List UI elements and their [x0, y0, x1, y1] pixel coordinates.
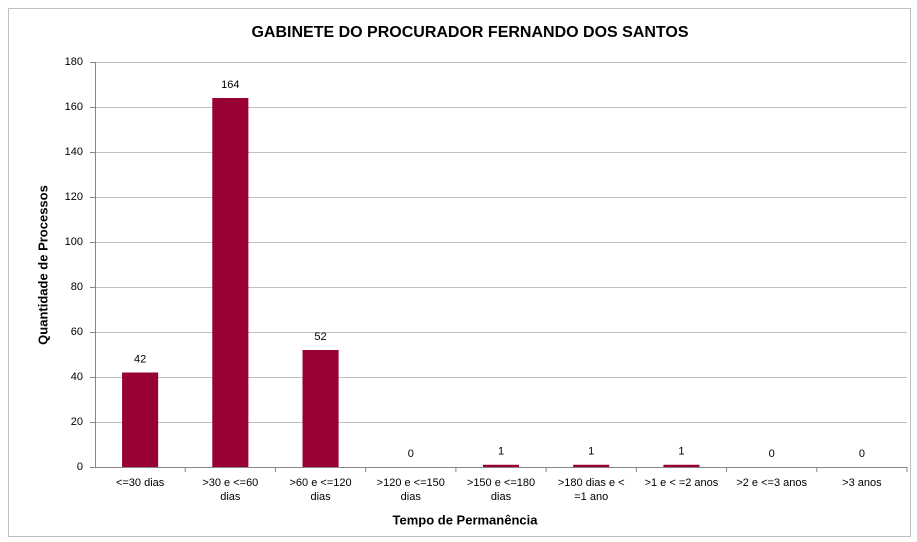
value-label: 164 [221, 79, 239, 91]
x-axis-label: Tempo de Permanência [393, 512, 539, 527]
y-tick-label: 120 [65, 191, 83, 203]
value-label: 52 [314, 331, 326, 343]
bar [482, 464, 520, 467]
bar [573, 464, 610, 467]
y-tick-label: 0 [77, 461, 83, 473]
y-tick-label: 40 [71, 371, 83, 383]
x-tick-label: >60 e <=120 dias [290, 477, 352, 503]
value-label: 0 [859, 448, 865, 460]
x-tick-label: <=30 dias [116, 477, 165, 489]
value-label: 0 [769, 448, 775, 460]
value-label: 1 [498, 446, 504, 458]
bar [122, 372, 159, 467]
y-tick-label: 160 [65, 101, 83, 113]
y-tick-label: 180 [65, 56, 83, 68]
x-tick-label: >120 e <=150 dias [377, 477, 445, 503]
bar [302, 350, 339, 467]
x-tick-label: >30 e <=60 dias [202, 477, 258, 503]
y-tick-label: 60 [71, 326, 83, 338]
y-tick-label: 140 [65, 146, 83, 158]
value-label: 0 [408, 448, 414, 460]
chart-border [8, 8, 911, 537]
x-tick-label: >180 dias e < =1 ano [558, 477, 625, 503]
value-label: 1 [588, 446, 594, 458]
y-axis-label: Quantidade de Processos [35, 185, 50, 345]
value-label: 1 [678, 446, 684, 458]
y-tick-label: 100 [65, 236, 83, 248]
x-tick-label: >1 e < =2 anos [645, 477, 719, 489]
y-tick-label: 80 [71, 281, 83, 293]
x-tick-label: >2 e <=3 anos [736, 477, 807, 489]
chart-title: GABINETE DO PROCURADOR FERNANDO DOS SANT… [251, 24, 688, 41]
x-tick-label: >150 e <=180 dias [467, 477, 535, 503]
x-tick-label: >3 anos [842, 477, 882, 489]
bar [212, 98, 249, 467]
bar [663, 464, 700, 467]
value-label: 42 [134, 353, 146, 365]
y-tick-label: 20 [71, 416, 83, 428]
